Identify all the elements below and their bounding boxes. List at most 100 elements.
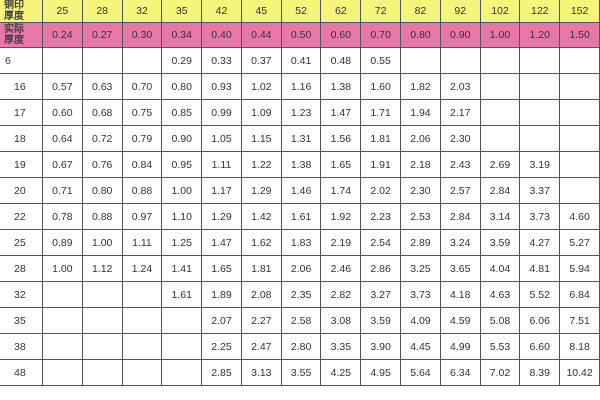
table-cell: 5.64: [400, 359, 441, 386]
table-cell: [121, 333, 163, 360]
table-cell: [479, 47, 521, 74]
table-cell: 0.85: [161, 99, 203, 126]
table-cell: 2.86: [360, 255, 402, 282]
table-cell: 0.64: [42, 125, 83, 152]
table-cell: 4.59: [439, 307, 481, 334]
table-cell: 2.03: [439, 73, 481, 100]
actual-thickness-cell: 0.50: [280, 22, 322, 48]
table-cell: 2.46: [320, 255, 362, 282]
table-cell: 0.71: [42, 177, 83, 204]
column-header: 35: [161, 0, 203, 23]
table-cell: 1.94: [400, 99, 441, 126]
table-cell: [42, 47, 83, 74]
table-cell: 0.88: [121, 177, 163, 204]
table-cell: 1.47: [201, 229, 242, 256]
table-cell: 5.94: [559, 255, 600, 282]
table-cell: 1.00: [161, 177, 203, 204]
table-cell: 6.84: [559, 281, 600, 308]
table-cell: 1.00: [42, 255, 83, 282]
table-cell: 5.27: [559, 229, 600, 256]
table-row: 25 0.89 1.00 1.11 1.25 1.47 1.62 1.83 2.19 2.54 2.…: [0, 229, 600, 256]
table-cell: 8.39: [519, 359, 561, 386]
row-label: 28: [0, 255, 43, 282]
table-cell: 1.05: [201, 125, 242, 152]
table-cell: [121, 359, 163, 386]
table-cell: 0.95: [161, 151, 203, 178]
column-header: 32: [121, 0, 163, 23]
table-cell: 1.23: [280, 99, 322, 126]
table-cell: 1.42: [240, 203, 282, 230]
table-cell: 0.80: [161, 73, 203, 100]
table-cell: [81, 281, 123, 308]
table-cell: 0.89: [42, 229, 83, 256]
table-cell: 1.65: [201, 255, 242, 282]
row-label: 19: [0, 151, 43, 178]
table-cell: 1.60: [360, 73, 402, 100]
table-cell: 0.78: [42, 203, 83, 230]
table-cell: 8.18: [559, 333, 600, 360]
table-cell: 1.09: [240, 99, 282, 126]
table-cell: 0.84: [121, 151, 163, 178]
table-cell: 2.19: [320, 229, 362, 256]
row-label: 22: [0, 203, 43, 230]
table-cell: 3.59: [479, 229, 521, 256]
table-cell: 2.18: [400, 151, 441, 178]
row-label: 35: [0, 307, 43, 334]
table-row: 17 0.60 0.68 0.75 0.85 0.99 1.09 1.23 1.47 1.71 1.…: [0, 99, 600, 126]
table-cell: 1.38: [320, 73, 362, 100]
actual-thickness-cell: 0.44: [240, 22, 282, 48]
table-cell: 4.04: [479, 255, 521, 282]
table-cell: 6.34: [439, 359, 481, 386]
row-label: 32: [0, 281, 43, 308]
table-cell: 1.12: [81, 255, 123, 282]
table-cell: 3.13: [240, 359, 282, 386]
table-cell: 2.30: [439, 125, 481, 152]
table-cell: 3.25: [400, 255, 441, 282]
table-cell: 7.51: [559, 307, 600, 334]
table-cell: 2.82: [320, 281, 362, 308]
table-cell: 1.10: [161, 203, 203, 230]
column-header: 45: [240, 0, 282, 23]
table-cell: 1.82: [400, 73, 441, 100]
table-cell: 1.41: [161, 255, 203, 282]
table-cell: 0.29: [161, 47, 203, 74]
table-cell: 4.25: [320, 359, 362, 386]
table-cell: 0.80: [81, 177, 123, 204]
table-cell: 0.60: [42, 99, 83, 126]
table-cell: 0.88: [81, 203, 123, 230]
table-cell: [81, 47, 123, 74]
column-header: 42: [201, 0, 242, 23]
table-cell: [121, 307, 163, 334]
table-cell: 1.61: [280, 203, 322, 230]
table-cell: [479, 99, 521, 126]
row-label: 6: [0, 47, 43, 74]
table-row: 6 0.29 0.33 0.37 0.41 0.48 0.55: [0, 47, 600, 74]
table-cell: [559, 73, 600, 100]
table-cell: 0.93: [201, 73, 242, 100]
table-cell: 1.17: [201, 177, 242, 204]
table-cell: 0.75: [121, 99, 163, 126]
table-row: 28 1.00 1.12 1.24 1.41 1.65 1.81 2.06 2.46 2.86 3.…: [0, 255, 600, 282]
actual-thickness-cell: 0.80: [400, 22, 441, 48]
table-cell: 5.08: [479, 307, 521, 334]
thickness-table: 铜印 厚度 25 28 32 35 42 45 52 62 72 82 92 102 122 152 实际 厚度 0…: [0, 0, 600, 386]
table-cell: 3.08: [320, 307, 362, 334]
actual-thickness-row: 实际 厚度 0.24 0.27 0.30 0.34 0.40 0.44 0.50 0.60 0.70…: [0, 22, 600, 48]
table-cell: 2.17: [439, 99, 481, 126]
table-cell: [439, 47, 481, 74]
table-cell: 3.14: [479, 203, 521, 230]
table-cell: 3.90: [360, 333, 402, 360]
table-cell: 0.68: [81, 99, 123, 126]
table-cell: 2.89: [400, 229, 441, 256]
table-cell: 10.42: [559, 359, 600, 386]
table-cell: 6.06: [519, 307, 561, 334]
table-cell: 0.48: [320, 47, 362, 74]
column-header: 152: [559, 0, 600, 23]
table-cell: 2.85: [201, 359, 242, 386]
table-cell: 4.63: [479, 281, 521, 308]
table-cell: 3.27: [360, 281, 402, 308]
table-cell: 3.65: [439, 255, 481, 282]
table-row: 18 0.64 0.72 0.79 0.90 1.05 1.15 1.31 1.56 1.81 2.…: [0, 125, 600, 152]
table-cell: 1.47: [320, 99, 362, 126]
table-cell: 2.69: [479, 151, 521, 178]
